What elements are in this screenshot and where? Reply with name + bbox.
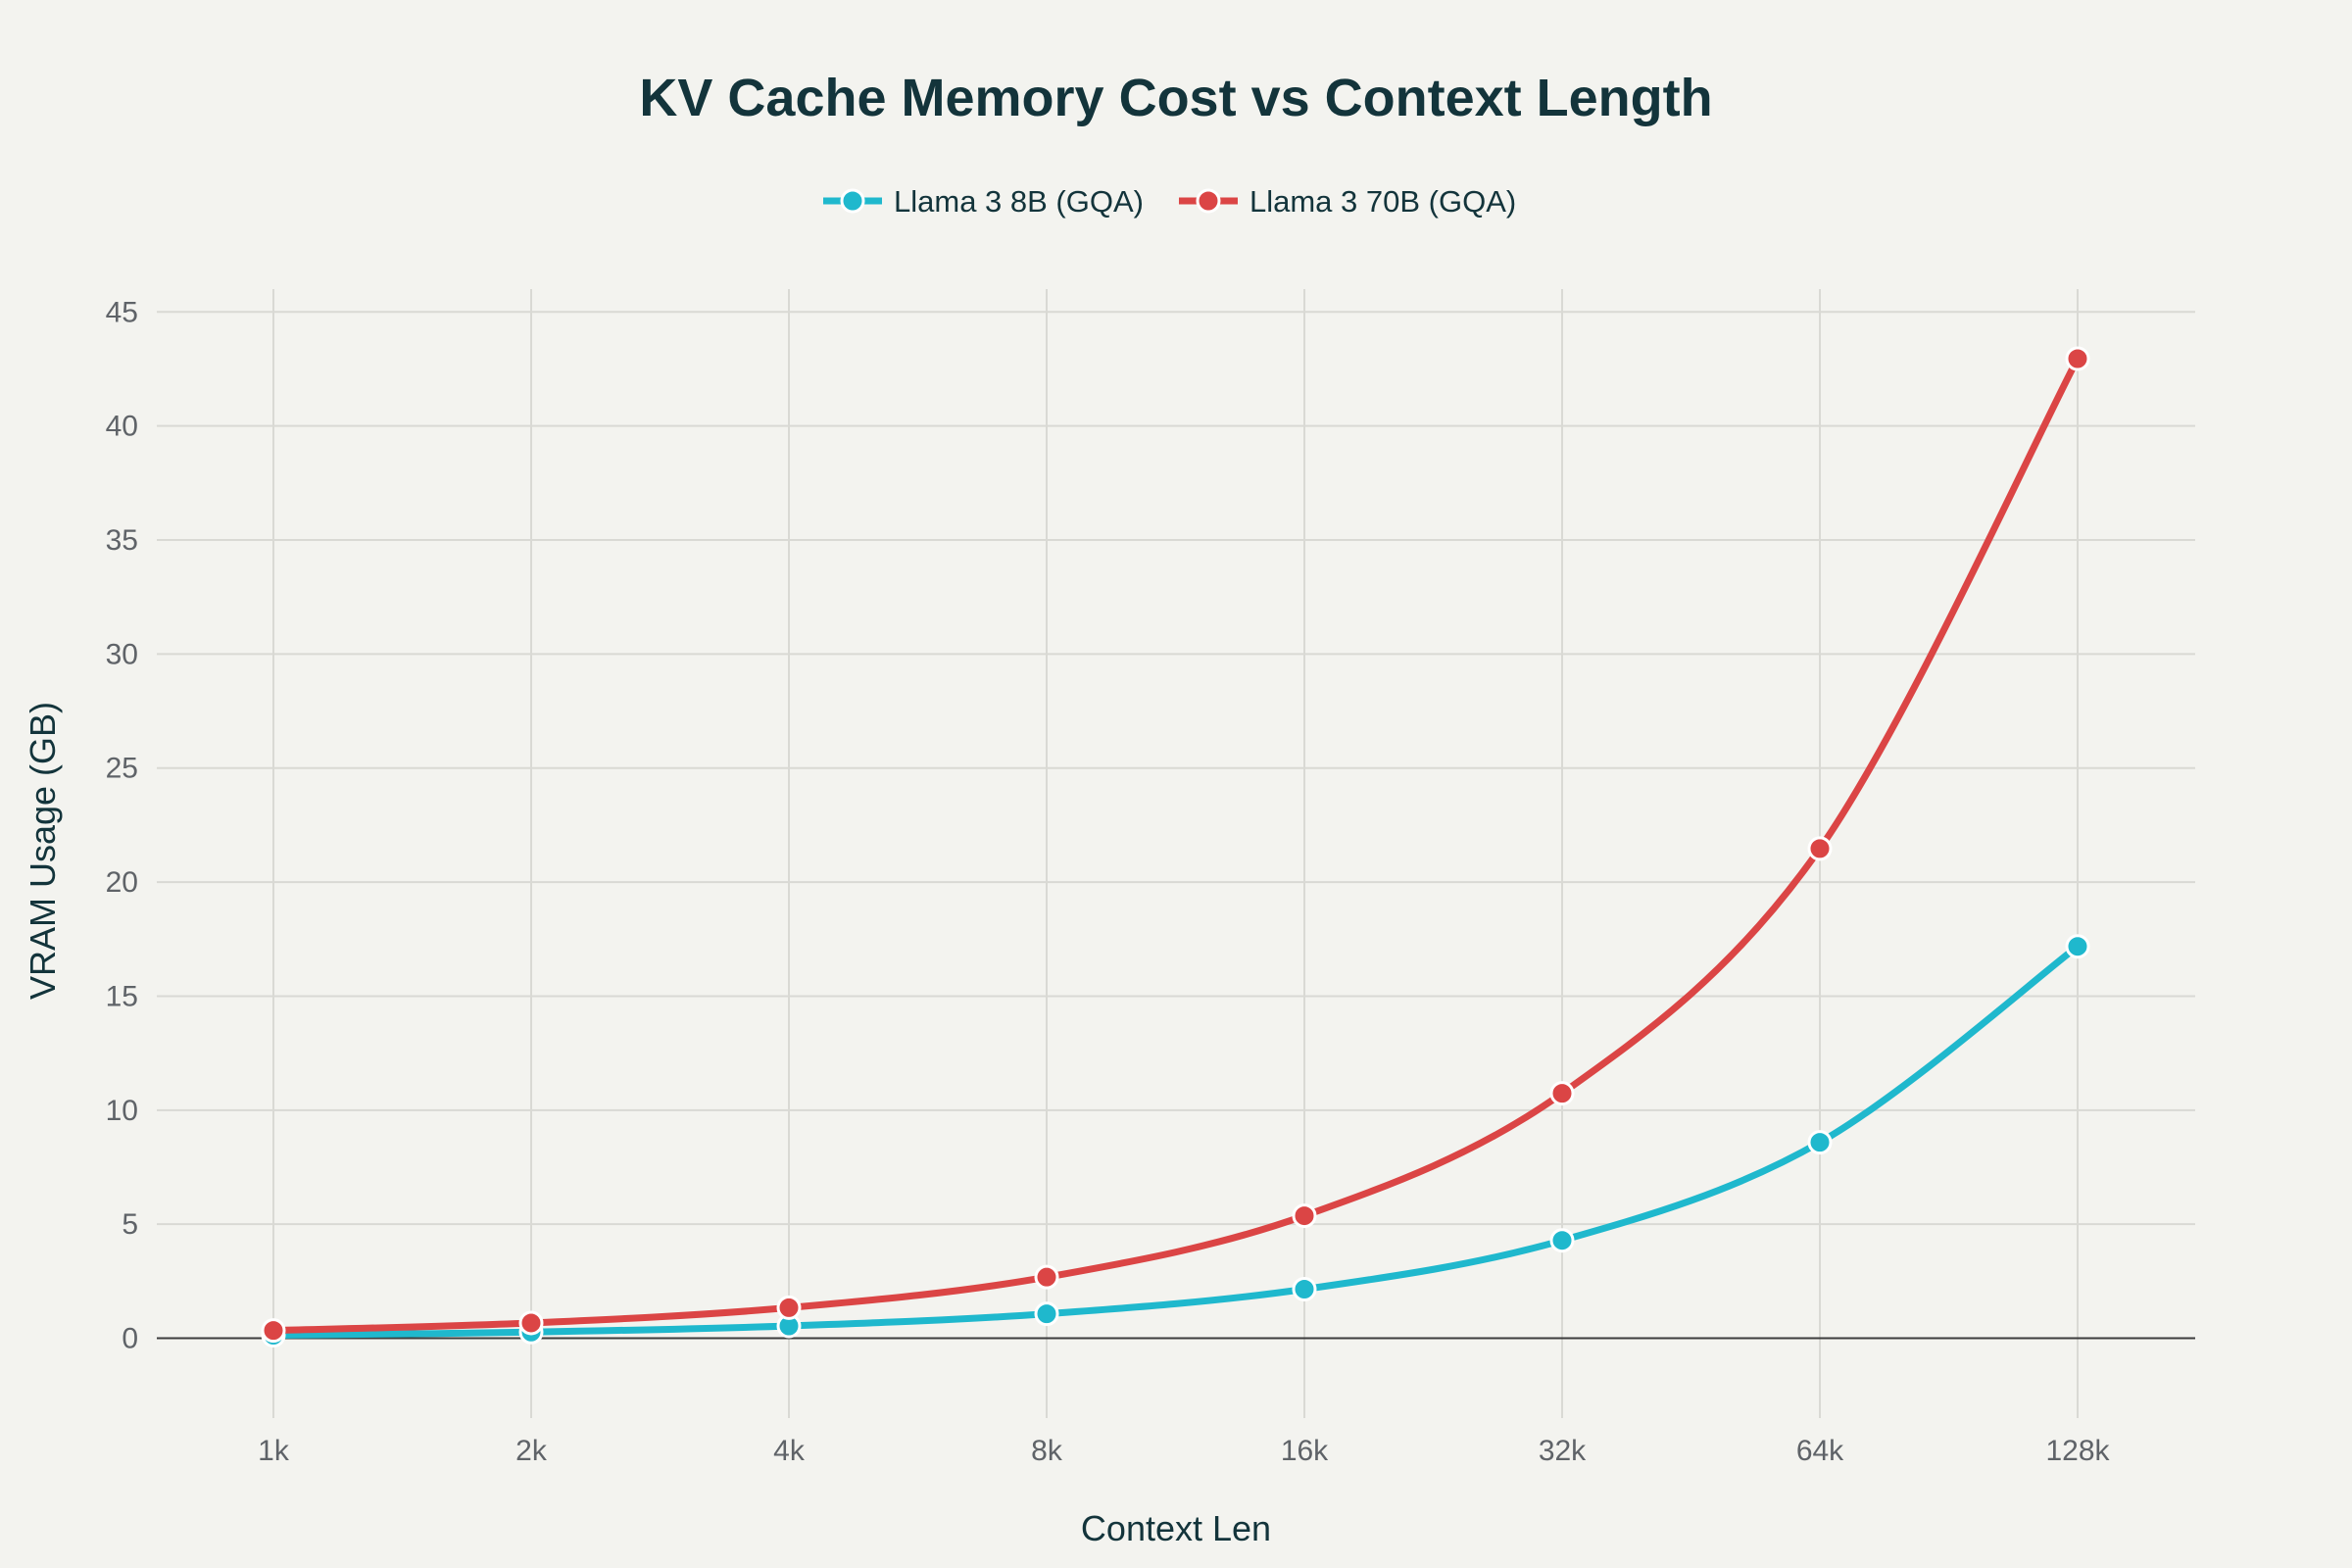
y-tick-label: 45 <box>106 296 138 328</box>
x-tick-label: 16k <box>1281 1435 1329 1467</box>
y-axis: 0 5 10 15 20 25 30 35 40 45 <box>106 296 138 1354</box>
legend-item-2[interactable]: Llama 3 70B (GQA) <box>1178 184 1516 219</box>
legend-item-1[interactable]: Llama 3 8B (GQA) <box>823 184 1144 219</box>
data-point <box>518 1310 544 1336</box>
y-tick-label: 15 <box>106 980 138 1012</box>
x-tick-label: 2k <box>515 1435 548 1467</box>
x-axis: 1k 2k 4k 8k 16k 32k 64k 128k <box>258 1435 2110 1467</box>
y-tick-label: 20 <box>106 866 138 899</box>
y-tick-label: 35 <box>106 524 138 557</box>
grid <box>157 289 2195 1418</box>
data-point <box>261 1318 286 1344</box>
y-tick-label: 30 <box>106 638 138 670</box>
data-point <box>1807 1130 1833 1155</box>
data-point <box>1549 1081 1575 1106</box>
legend-label: Llama 3 70B (GQA) <box>1250 184 1516 219</box>
series-layer <box>261 346 2090 1348</box>
y-tick-label: 40 <box>106 411 138 443</box>
data-point <box>1034 1301 1059 1327</box>
data-point <box>1292 1203 1317 1229</box>
series-1 <box>261 934 2090 1348</box>
chart-title: KV Cache Memory Cost vs Context Length <box>639 69 1712 127</box>
series-line <box>272 357 2082 1335</box>
y-axis-title: VRAM Usage (GB) <box>23 702 63 1000</box>
y-tick-label: 10 <box>106 1095 138 1127</box>
y-tick-label: 5 <box>122 1208 138 1241</box>
x-tick-label: 32k <box>1539 1435 1587 1467</box>
x-tick-label: 128k <box>2045 1435 2110 1467</box>
data-point <box>2065 934 2090 959</box>
data-point <box>1807 836 1833 861</box>
series-2 <box>261 346 2090 1344</box>
x-axis-title: Context Len <box>1081 1508 1271 1548</box>
y-tick-label: 0 <box>122 1323 138 1355</box>
legend-marker-icon <box>1196 188 1221 214</box>
x-tick-label: 8k <box>1031 1435 1063 1467</box>
data-point <box>1034 1264 1059 1290</box>
series-line <box>272 943 2081 1340</box>
data-point <box>1549 1228 1575 1253</box>
x-tick-label: 1k <box>258 1435 290 1467</box>
data-point <box>776 1295 802 1320</box>
legend-marker-icon <box>840 188 865 214</box>
data-point <box>1292 1277 1317 1302</box>
legend-label: Llama 3 8B (GQA) <box>894 184 1144 219</box>
data-point <box>2065 346 2090 371</box>
x-tick-label: 64k <box>1796 1435 1844 1467</box>
legend[interactable]: Llama 3 8B (GQA) Llama 3 70B (GQA) <box>823 184 1516 219</box>
x-tick-label: 4k <box>773 1435 806 1467</box>
y-tick-label: 25 <box>106 753 138 785</box>
